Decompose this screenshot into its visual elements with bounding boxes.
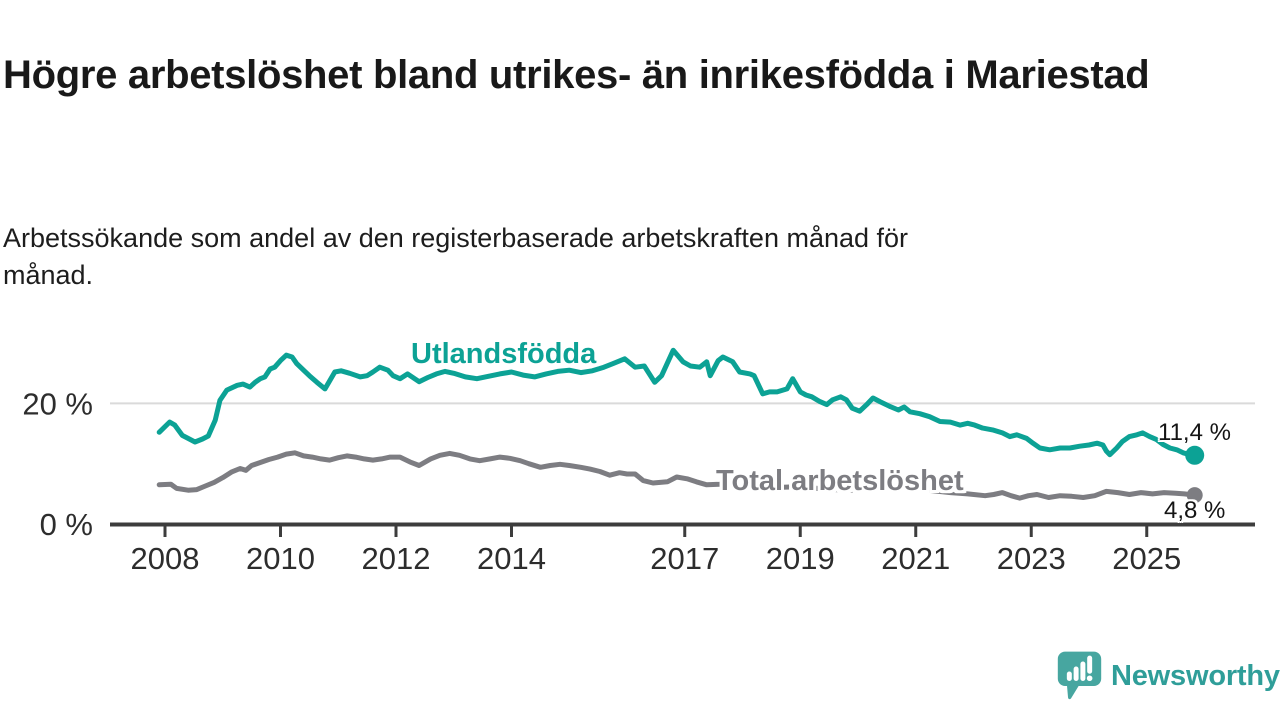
end-value-label-utlandsfodda: 11,4 % xyxy=(1158,419,1231,446)
page-title-line1: Högre arbetslöshet bland utrikes- än inr… xyxy=(3,52,955,97)
y-axis-tick-label: 20 % xyxy=(22,386,93,421)
chart-subtitle-line1: Arbetssökande som andel av den registerb… xyxy=(3,223,909,253)
page-title: Högre arbetslöshet bland utrikes- än inr… xyxy=(3,51,1228,99)
x-axis-tick-label: 2017 xyxy=(650,541,719,576)
series-line-total xyxy=(156,450,1198,501)
x-axis-tick-label: 2010 xyxy=(246,541,315,576)
end-value-label-total: 4,8 % xyxy=(1164,497,1226,524)
bar-chart-icon xyxy=(1066,661,1086,681)
newsworthy-logo: Newsworthy xyxy=(1056,649,1280,703)
series-end-dot-utlandsfodda xyxy=(1185,445,1205,465)
newsworthy-logo-text: Newsworthy xyxy=(1111,659,1280,692)
chart-subtitle-line2: månad. xyxy=(3,260,94,290)
page-title-line2: Mariestad xyxy=(965,52,1150,97)
speech-bubble-shape xyxy=(1057,651,1102,700)
series-line-utlandsfodda xyxy=(156,347,1198,458)
y-axis-tick-label: 0 % xyxy=(40,507,93,542)
x-axis-tick-label: 2008 xyxy=(131,541,200,576)
series-label-total-arbetsloshet: Total arbetslöshet xyxy=(716,465,964,497)
series-label-utlandsfodda: Utlandsfödda xyxy=(411,338,597,370)
x-axis-tick-label: 2023 xyxy=(997,541,1066,576)
newsworthy-logo-icon xyxy=(1057,651,1102,700)
x-axis-tick-label: 2014 xyxy=(477,541,546,576)
series-end-dot-total xyxy=(1186,487,1203,504)
x-axis-tick-label: 2019 xyxy=(766,541,835,576)
chart-subtitle: Arbetssökande som andel av den registerb… xyxy=(3,220,1228,294)
x-axis-tick-label: 2012 xyxy=(362,541,431,576)
exclamation-icon xyxy=(1086,655,1093,682)
x-axis-tick-label: 2025 xyxy=(1112,541,1181,576)
x-axis-tick-label: 2021 xyxy=(881,541,950,576)
